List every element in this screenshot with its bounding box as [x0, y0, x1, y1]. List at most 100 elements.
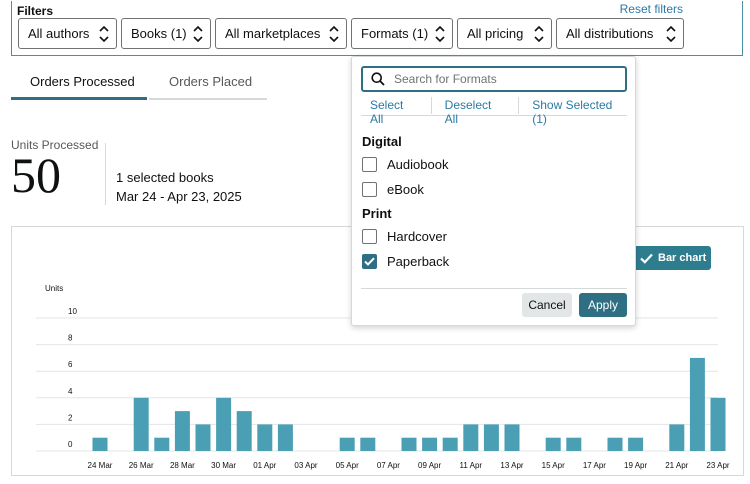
sort-chevrons-icon	[435, 25, 445, 43]
books-filter-label: Books (1)	[131, 26, 187, 41]
metric-divider	[105, 143, 106, 205]
bar	[628, 437, 644, 451]
selection-links: Select All Deselect All Show Selected (1…	[361, 97, 627, 126]
marketplaces-filter[interactable]: All marketplaces	[215, 18, 347, 49]
show-selected-link[interactable]: Show Selected (1)	[532, 98, 613, 126]
x-tick-label: 09 Apr	[418, 461, 441, 470]
bar	[545, 437, 561, 451]
y-tick-label: 0	[68, 440, 73, 449]
authors-filter[interactable]: All authors	[18, 18, 117, 49]
inactive-tab-indicator	[149, 98, 267, 100]
y-tick-label: 4	[68, 387, 73, 396]
y-tick-label: 2	[68, 413, 73, 422]
tab-orders-placed[interactable]: Orders Placed	[169, 74, 253, 89]
option-label: Audiobook	[387, 157, 449, 172]
bar	[174, 411, 190, 451]
bar-chart-toggle-label: Bar chart	[658, 252, 707, 264]
formats-filter[interactable]: Formats (1)	[351, 18, 453, 49]
bar	[483, 424, 499, 451]
option-paperback[interactable]: Paperback	[362, 254, 449, 269]
bar	[710, 397, 726, 451]
x-tick-label: 11 Apr	[460, 461, 483, 470]
marketplaces-filter-label: All marketplaces	[225, 26, 321, 41]
sort-chevrons-icon	[99, 25, 109, 43]
formats-dropdown: Select All Deselect All Show Selected (1…	[351, 56, 636, 326]
deselect-all-link[interactable]: Deselect All	[444, 98, 492, 126]
apply-button[interactable]: Apply	[579, 293, 627, 317]
cancel-button[interactable]: Cancel	[522, 293, 572, 317]
check-icon	[364, 257, 375, 266]
metric-selection: 1 selected books	[116, 170, 214, 185]
bar	[463, 424, 479, 451]
metric-value: 50	[11, 147, 61, 203]
sort-chevrons-icon	[193, 25, 203, 43]
tab-orders-processed[interactable]: Orders Processed	[30, 74, 135, 89]
sort-chevrons-icon	[329, 25, 339, 43]
bar	[236, 411, 252, 451]
paperback-checkbox[interactable]	[362, 254, 377, 269]
pricing-filter-label: All pricing	[467, 26, 524, 41]
metric-label: Units Processed	[11, 138, 99, 152]
formats-filter-label: Formats (1)	[361, 26, 429, 41]
x-tick-label: 26 Mar	[129, 461, 154, 470]
x-tick-label: 17 Apr	[583, 461, 606, 470]
x-tick-label: 30 Mar	[211, 461, 236, 470]
formats-search-input[interactable]	[394, 72, 614, 86]
bar	[401, 437, 417, 451]
formats-search[interactable]	[361, 66, 627, 92]
y-tick-label: 8	[68, 334, 73, 343]
check-icon	[640, 253, 653, 264]
pricing-filter[interactable]: All pricing	[457, 18, 552, 49]
books-filter[interactable]: Books (1)	[121, 18, 211, 49]
x-tick-label: 05 Apr	[336, 461, 359, 470]
hardcover-checkbox[interactable]	[362, 229, 377, 244]
search-icon	[371, 72, 385, 86]
select-all-link[interactable]: Select All	[370, 98, 404, 126]
bar	[92, 437, 108, 451]
bar	[360, 437, 376, 451]
x-tick-label: 07 Apr	[377, 461, 400, 470]
distributions-filter-label: All distributions	[566, 26, 654, 41]
y-tick-label: 10	[68, 307, 77, 316]
option-audiobook[interactable]: Audiobook	[362, 157, 448, 172]
sort-chevrons-icon	[666, 25, 676, 43]
bar	[339, 437, 355, 451]
reset-filters-link[interactable]: Reset filters	[619, 2, 683, 16]
active-tab-indicator	[11, 97, 147, 100]
bar	[442, 437, 458, 451]
option-label: Hardcover	[387, 229, 447, 244]
distributions-filter[interactable]: All distributions	[556, 18, 684, 49]
x-tick-label: 19 Apr	[624, 461, 647, 470]
bar	[257, 424, 273, 451]
option-ebook[interactable]: eBook	[362, 182, 424, 197]
link-divider	[430, 97, 432, 114]
x-tick-label: 24 Mar	[88, 461, 113, 470]
y-tick-label: 6	[68, 360, 73, 369]
bar	[504, 424, 520, 451]
x-tick-label: 03 Apr	[294, 461, 317, 470]
option-label: eBook	[387, 182, 424, 197]
x-tick-label: 01 Apr	[253, 461, 276, 470]
group-print: Print	[362, 206, 392, 221]
audiobook-checkbox[interactable]	[362, 157, 377, 172]
authors-filter-label: All authors	[28, 26, 90, 41]
bar	[216, 397, 232, 451]
bar	[422, 437, 438, 451]
bar	[689, 357, 705, 451]
bar	[607, 437, 623, 451]
option-label: Paperback	[387, 254, 450, 269]
bar	[133, 397, 149, 451]
bar	[669, 424, 685, 451]
x-tick-label: 15 Apr	[542, 461, 565, 470]
bar-chart-toggle[interactable]: Bar chart	[633, 246, 711, 270]
group-digital: Digital	[362, 134, 402, 149]
filters-title: Filters	[17, 4, 54, 18]
option-hardcover[interactable]: Hardcover	[362, 229, 447, 244]
bar	[195, 424, 211, 451]
ebook-checkbox[interactable]	[362, 182, 377, 197]
x-tick-label: 21 Apr	[665, 461, 688, 470]
sort-chevrons-icon	[534, 25, 544, 43]
x-tick-label: 28 Mar	[170, 461, 195, 470]
x-tick-label: 23 Apr	[706, 461, 729, 470]
